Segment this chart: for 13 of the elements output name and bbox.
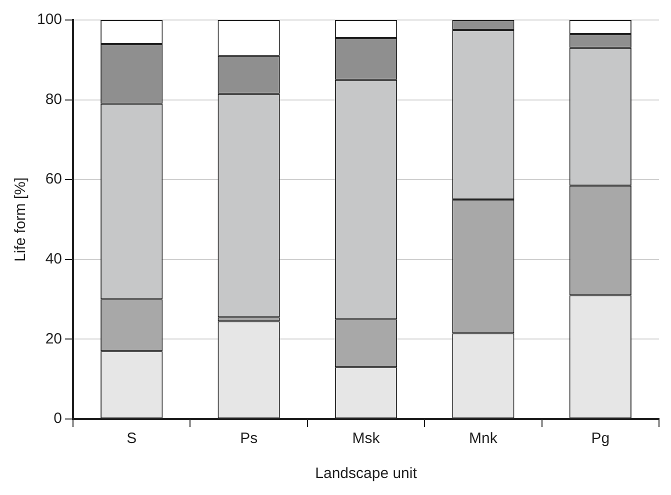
y-tick-label: 40 bbox=[45, 250, 62, 268]
x-tick-label: Mnk bbox=[469, 430, 498, 448]
x-axis-title: Landscape unit bbox=[315, 465, 418, 482]
x-tick-label: S bbox=[126, 430, 137, 448]
y-tick-label: 100 bbox=[36, 11, 62, 28]
y-tick-label: 0 bbox=[54, 410, 62, 428]
x-tick-label: Msk bbox=[352, 430, 380, 448]
x-tick-label: Pg bbox=[591, 430, 610, 448]
y-tick-label: 60 bbox=[45, 170, 62, 188]
y-axis-title: Life form [%] bbox=[12, 177, 30, 262]
x-tick-label: Ps bbox=[240, 430, 258, 448]
y-tick-label: 20 bbox=[45, 330, 62, 348]
y-tick-label: 80 bbox=[45, 90, 62, 108]
